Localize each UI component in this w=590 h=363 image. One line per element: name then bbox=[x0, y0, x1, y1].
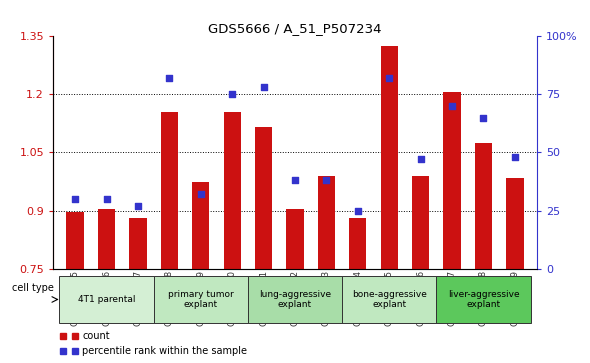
Bar bbox=[506, 178, 523, 269]
Bar bbox=[475, 143, 492, 269]
Text: cell type: cell type bbox=[12, 283, 54, 293]
Bar bbox=[153, 276, 248, 323]
Point bbox=[353, 208, 362, 213]
Bar bbox=[248, 276, 342, 323]
Point bbox=[447, 103, 457, 109]
Point bbox=[102, 196, 112, 202]
Text: primary tumor
explant: primary tumor explant bbox=[168, 290, 234, 309]
Point bbox=[416, 156, 425, 162]
Point bbox=[196, 191, 205, 197]
Bar bbox=[60, 276, 153, 323]
Point bbox=[259, 85, 268, 90]
Point bbox=[70, 196, 80, 202]
Bar bbox=[160, 112, 178, 269]
Text: liver-aggressive
explant: liver-aggressive explant bbox=[448, 290, 519, 309]
Text: lung-aggressive
explant: lung-aggressive explant bbox=[259, 290, 331, 309]
Point bbox=[510, 154, 520, 160]
Bar bbox=[437, 276, 530, 323]
Bar bbox=[98, 209, 115, 269]
Bar bbox=[224, 112, 241, 269]
Text: 4T1 parental: 4T1 parental bbox=[78, 295, 135, 304]
Bar bbox=[255, 127, 272, 269]
Bar bbox=[349, 218, 366, 269]
Bar bbox=[318, 176, 335, 269]
Bar bbox=[67, 212, 84, 269]
Bar bbox=[192, 182, 209, 269]
Point bbox=[322, 178, 331, 183]
Bar bbox=[444, 93, 461, 269]
Point bbox=[165, 75, 174, 81]
Bar bbox=[286, 209, 304, 269]
Point bbox=[478, 115, 488, 121]
Text: count: count bbox=[82, 331, 110, 341]
Point bbox=[385, 75, 394, 81]
Text: percentile rank within the sample: percentile rank within the sample bbox=[82, 346, 247, 356]
Point bbox=[290, 178, 300, 183]
Point bbox=[133, 203, 143, 209]
Point bbox=[228, 91, 237, 97]
Bar bbox=[381, 46, 398, 269]
Text: bone-aggressive
explant: bone-aggressive explant bbox=[352, 290, 427, 309]
Title: GDS5666 / A_51_P507234: GDS5666 / A_51_P507234 bbox=[208, 22, 382, 35]
Bar bbox=[129, 218, 146, 269]
Bar bbox=[342, 276, 437, 323]
Bar bbox=[412, 176, 430, 269]
